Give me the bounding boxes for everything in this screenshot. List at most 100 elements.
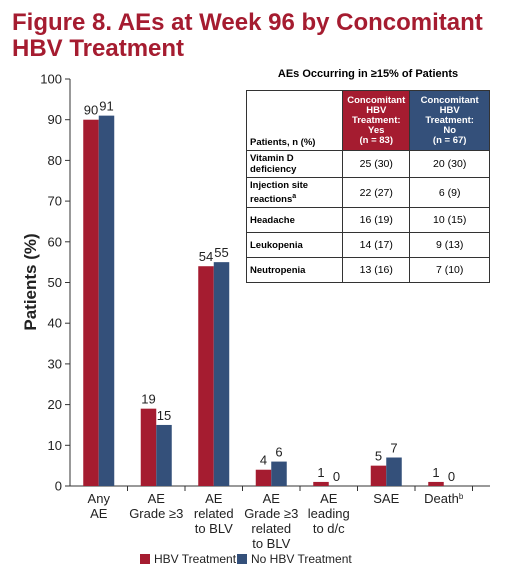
bar	[213, 262, 230, 486]
bar	[271, 461, 287, 486]
value-label: 4	[260, 453, 267, 468]
value-label: 0	[448, 469, 455, 484]
label-line: AE	[263, 491, 281, 506]
cell-line: No	[443, 124, 457, 136]
label-line: leading	[308, 506, 350, 521]
label-line: to BLV	[195, 521, 233, 536]
label-line: Grade ≥3	[129, 506, 183, 521]
cell-line: Concomitant	[420, 94, 479, 106]
y-tick-label: 0	[55, 479, 62, 494]
legend-label: No HBV Treatment	[251, 552, 352, 566]
cell-line: Concomitant	[347, 94, 406, 106]
label-line: Figure 8. AEs at Week 96 by Concomitant	[12, 9, 483, 36]
cell-line: Headache	[250, 214, 295, 226]
table-row: Neutropenia 13 (16) 7 (10)	[245, 257, 490, 284]
label-line: AE	[90, 506, 108, 521]
cell-line: deficiency	[250, 164, 297, 175]
table-cell: 14 (17)	[342, 232, 411, 259]
cell-line: Treatment:	[425, 114, 474, 126]
cell-line: Injection site	[250, 180, 309, 191]
row-label: Injection site reactionsa	[245, 176, 344, 209]
y-tick-label: 70	[48, 194, 62, 209]
y-tick-label: 50	[48, 275, 62, 290]
y-tick-label: 40	[48, 316, 62, 331]
label-line: SAE	[373, 491, 399, 506]
column-header: Concomitant HBV Treatment: No (n = 67)	[409, 90, 490, 151]
value-label: 91	[99, 99, 113, 114]
cell-line: (n = 83)	[359, 134, 394, 146]
y-tick-label: 100	[40, 72, 62, 87]
y-tick-label: 90	[48, 112, 62, 127]
table-row: Leukopenia 14 (17) 9 (13)	[245, 232, 490, 259]
table-cell: 6 (9)	[409, 176, 490, 209]
bar	[370, 465, 387, 486]
bar	[428, 481, 444, 486]
y-tick-label: 80	[48, 153, 62, 168]
row-label: Headache	[245, 207, 344, 234]
table-row: Injection site reactionsa 22 (27) 6 (9)	[245, 176, 490, 209]
ae-table: Patients, n (%) Concomitant HBV Treatment: Y…	[245, 90, 490, 284]
label-line: Deathb	[424, 491, 464, 506]
y-axis-label: Patients (%)	[21, 233, 40, 330]
table-cell: 22 (27)	[342, 176, 411, 209]
cell-line: HBV	[439, 104, 460, 116]
y-tick-label: 20	[48, 397, 62, 412]
legend-swatch	[237, 554, 247, 564]
row-label: Neutropenia	[245, 257, 344, 284]
cell-line: HBV	[366, 104, 387, 116]
label-line: HBV Treatment	[12, 35, 184, 62]
label-text: Death	[424, 491, 459, 506]
cell-line: reactions	[250, 194, 293, 206]
value-label: 5	[375, 449, 382, 464]
value-label: 54	[199, 249, 213, 264]
table-cell: 13 (16)	[342, 257, 411, 284]
label-line: related	[194, 506, 234, 521]
bar	[255, 469, 272, 486]
value-label: 6	[275, 445, 282, 460]
label-line: AE	[205, 491, 223, 506]
value-label: 7	[390, 441, 397, 456]
value-label: 15	[157, 408, 171, 423]
y-tick-label: 60	[48, 234, 62, 249]
value-label: 90	[84, 103, 98, 118]
value-label: 1	[432, 465, 439, 480]
table-cell: 10 (15)	[409, 207, 490, 234]
table-cell: 16 (19)	[342, 207, 411, 234]
bar	[198, 266, 214, 486]
table-row: Headache 16 (19) 10 (15)	[245, 207, 490, 234]
cell-line: Patients, n (%)	[250, 137, 316, 148]
y-tick-label: 10	[48, 438, 62, 453]
table-cell: 20 (30)	[409, 150, 490, 178]
bar	[83, 119, 99, 486]
label-line: Grade ≥3	[244, 506, 298, 521]
cell-line: Vitamin D	[250, 153, 294, 164]
label-line: to BLV	[252, 536, 290, 551]
label-line: AE	[148, 491, 166, 506]
label-line: AE	[320, 491, 338, 506]
column-header: Patients, n (%)	[245, 90, 344, 151]
bar	[386, 457, 402, 486]
label-line: related	[251, 521, 291, 536]
bar	[156, 424, 172, 486]
table-cell: 7 (10)	[409, 257, 490, 284]
y-tick-label: 30	[48, 356, 62, 371]
table-cell: 9 (13)	[409, 232, 490, 259]
legend-swatch	[140, 554, 150, 564]
column-header: Concomitant HBV Treatment: Yes (n = 83)	[342, 90, 411, 151]
label-line: to d/c	[313, 521, 345, 536]
value-label: 1	[317, 465, 324, 480]
cell-line: Treatment:	[351, 114, 401, 126]
label-line: Any	[88, 491, 111, 506]
cell-line: Neutropenia	[250, 264, 306, 276]
row-label: Leukopenia	[245, 232, 344, 259]
bar	[313, 481, 329, 486]
bar	[98, 115, 115, 486]
value-label: 19	[141, 392, 155, 407]
cell-line: Yes	[368, 124, 385, 136]
value-label: 0	[333, 469, 340, 484]
legend-label: HBV Treatment	[154, 552, 237, 566]
